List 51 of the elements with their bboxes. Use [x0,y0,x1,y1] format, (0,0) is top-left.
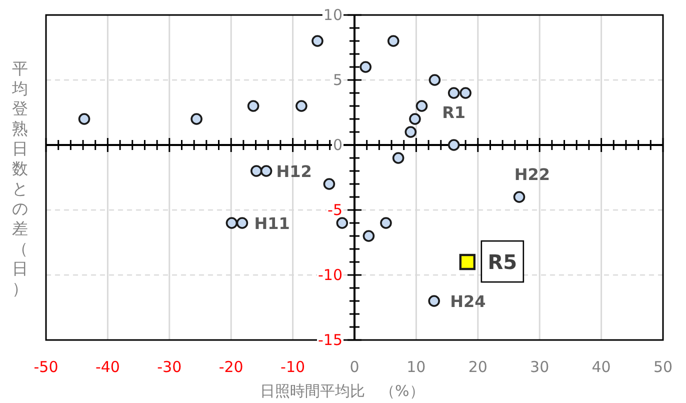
point [409,113,421,125]
point [416,100,428,112]
annotation: H11 [254,214,290,233]
annotation: H12 [276,162,312,181]
point [513,191,526,203]
point [336,217,348,229]
x-axis-title: 日照時間平均比 （%） [260,382,424,400]
annotation: H24 [450,292,486,311]
point [226,217,238,229]
y-tick-label: 5 [332,71,342,89]
point [247,100,260,112]
point [312,35,324,47]
x-tick-label: -40 [95,358,120,376]
point [236,217,248,229]
point [428,295,440,307]
x-tick-label: 50 [653,358,673,376]
point [296,100,308,112]
point [448,87,460,99]
point [387,35,400,47]
point [190,113,202,125]
y-tick-label: -5 [328,201,342,219]
y-tick-label: -10 [318,266,342,284]
point [460,87,472,99]
x-tick-label: 10 [406,358,426,376]
point [380,217,392,229]
point [459,254,476,270]
x-tick-label: 30 [530,358,550,376]
point [78,113,90,125]
y-tick-label: 0 [332,136,342,154]
y-tick-label: 10 [323,6,342,24]
x-tick-label: 0 [350,358,360,376]
point [260,165,272,177]
point [404,126,417,138]
point [428,74,441,86]
y-tick-label: -15 [318,331,342,349]
point [392,152,404,164]
point [360,61,372,73]
point [448,139,460,151]
annotation: R1 [442,103,466,122]
x-tick-label: -30 [157,358,182,376]
x-tick-label: -50 [34,358,58,376]
annotation: H22 [514,165,550,184]
text: 平均登熟日数との差（日） [12,59,28,298]
point [250,165,262,177]
x-tick-label: -10 [280,358,306,376]
x-tick-label: -20 [218,358,244,376]
x-tick-label: 40 [592,358,611,376]
x-tick-label: 20 [468,358,488,376]
point [362,230,375,242]
point [323,178,336,190]
series-label: R5 [488,250,518,274]
